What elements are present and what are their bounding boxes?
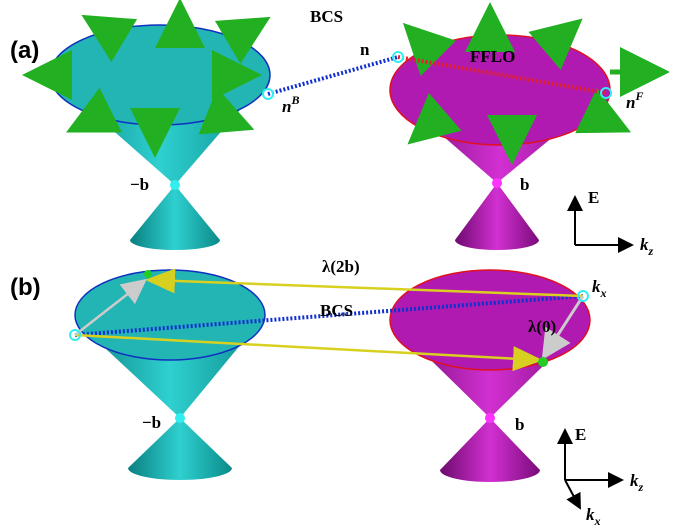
label-base: n <box>626 93 635 112</box>
axes <box>575 197 632 245</box>
label: n <box>360 40 370 59</box>
cone-left-a <box>50 25 270 250</box>
label: b <box>515 415 524 434</box>
label-sub: z <box>648 244 654 258</box>
axis-label: E <box>588 188 599 207</box>
cone-left-b <box>75 270 265 480</box>
point <box>538 357 548 367</box>
label: −b <box>130 175 149 194</box>
label-sub: x <box>594 514 601 528</box>
point <box>144 270 152 278</box>
label-base: n <box>282 97 291 116</box>
axis-label: kz <box>640 235 654 258</box>
label: FFLO <box>470 47 515 66</box>
label: λ(2b) <box>322 257 360 276</box>
figure: (a) BCS n FFLO nB nF −b b E kz (b) λ(2b)… <box>0 0 684 529</box>
label: BCS <box>310 7 343 26</box>
label: λ(0) <box>528 317 556 336</box>
label-sub: z <box>638 480 644 494</box>
panel-label: (b) <box>10 274 41 301</box>
axis-label: kz <box>630 471 644 494</box>
label: −b <box>142 413 161 432</box>
label-sub: x <box>600 286 607 300</box>
pairing-line <box>268 57 398 94</box>
cone-right-a <box>390 35 610 250</box>
label-sup: F <box>634 89 643 103</box>
axis-label: kx <box>586 505 601 528</box>
axis-label: E <box>575 425 586 444</box>
label-sup: B <box>290 93 299 107</box>
label: b <box>520 175 529 194</box>
panel-label: (a) <box>10 37 39 64</box>
axes <box>565 430 622 508</box>
label: nB <box>282 93 299 116</box>
label: BCS <box>320 301 353 320</box>
label: kx <box>592 277 607 300</box>
label: nF <box>626 89 643 112</box>
